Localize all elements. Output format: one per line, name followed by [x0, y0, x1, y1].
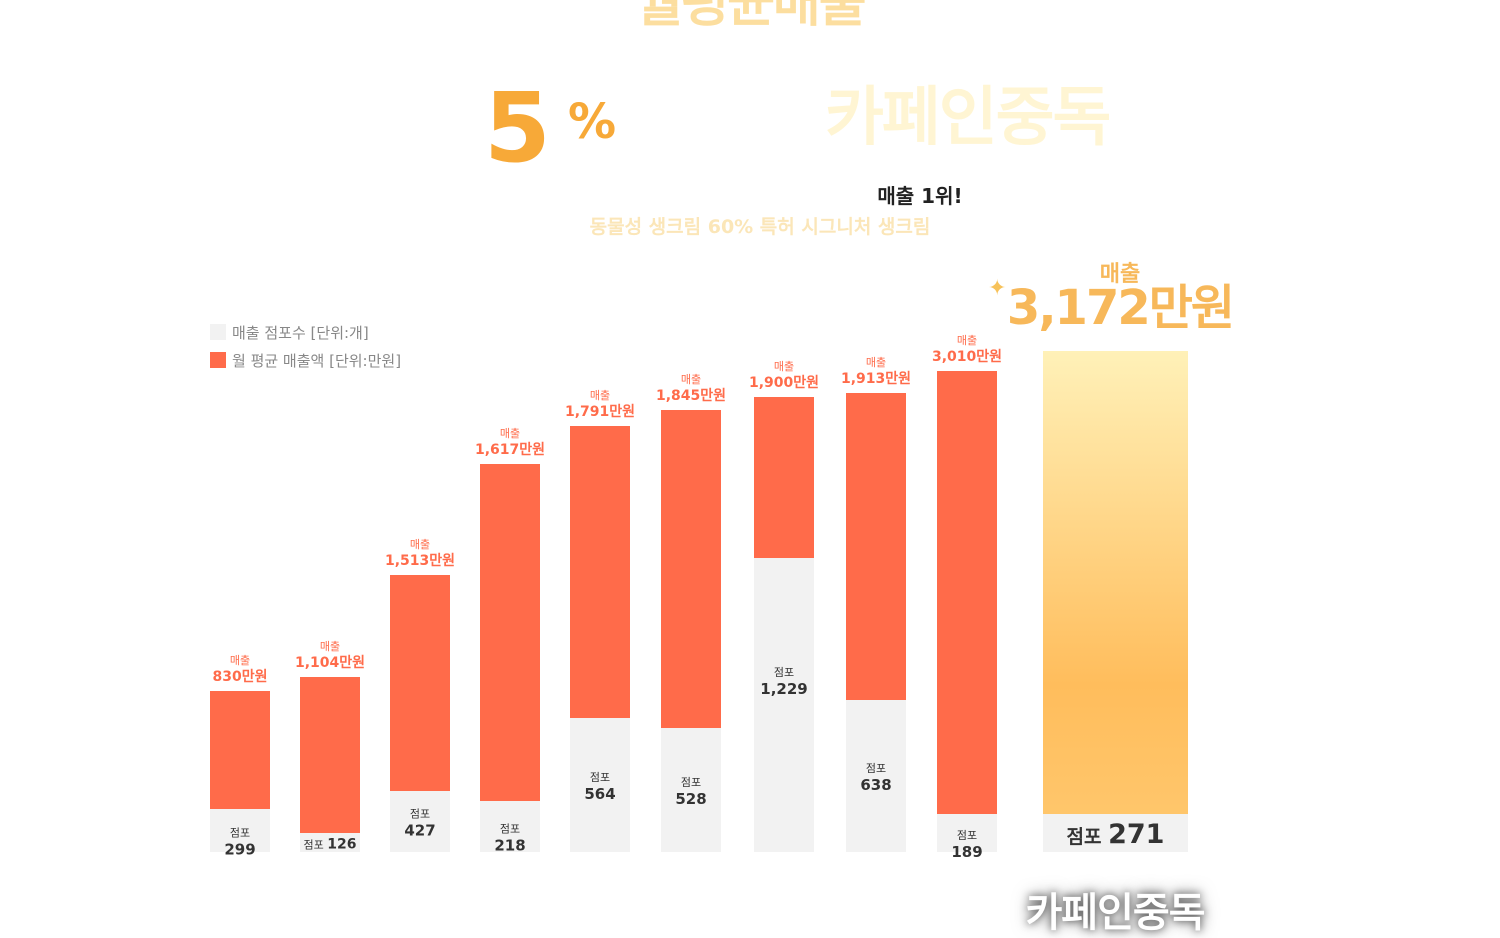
legend-label-sales: 월 평균 매출액 [단위:만원] [232, 351, 402, 370]
store-label-2: 점포 126 [304, 837, 357, 853]
legend-item-stores: 매출 점포수 [단위:개] [210, 318, 401, 346]
sales-value-label-2: 1,104만원 [295, 655, 365, 671]
store-bar-10 [1043, 814, 1188, 852]
legend-swatch-stores [210, 324, 226, 340]
sparkle-icon: ✦ [988, 276, 1007, 301]
legend-swatch-sales [210, 352, 226, 368]
store-value-label-3: 427 [404, 822, 435, 840]
legend-item-sales: 월 평균 매출액 [단위:만원] [210, 346, 401, 374]
sales-prefix-label-4: 매출 [500, 427, 520, 440]
store-prefix-label-3: 점포 [410, 808, 430, 821]
store-bar-1 [210, 809, 270, 852]
sales-prefix-label-3: 매출 [410, 538, 430, 551]
highlight-sales-value: 3,172만원 [1006, 280, 1235, 336]
sales-bar-6 [661, 410, 721, 728]
sales-value-label-9: 3,010만원 [932, 349, 1002, 365]
chart-legend: 매출 점포수 [단위:개] 월 평균 매출액 [단위:만원] [210, 318, 401, 374]
sales-value-label-3: 1,513만원 [385, 553, 455, 569]
store-value-label-6: 528 [675, 790, 706, 808]
store-value-label-8: 638 [860, 776, 891, 794]
sales-bar-4 [480, 464, 540, 801]
sales-bar-5 [570, 426, 630, 718]
sales-value-label-7: 1,900만원 [749, 375, 819, 391]
sales-prefix-label-9: 매출 [957, 334, 977, 347]
store-prefix-label-8: 점포 [866, 762, 886, 775]
store-prefix-label-9: 점포 [957, 829, 977, 842]
store-value-label-9: 189 [951, 843, 982, 861]
sales-value-label-1: 830만원 [213, 669, 268, 685]
sales-prefix-label-8: 매출 [866, 356, 886, 369]
store-value-label-1: 299 [224, 841, 255, 859]
sales-value-label-8: 1,913만원 [841, 371, 911, 387]
sales-prefix-label-5: 매출 [590, 389, 610, 402]
sales-value-label-5: 1,791만원 [565, 404, 635, 420]
brand-name-bottom: 카페인중독 [1025, 890, 1206, 936]
sales-prefix-label-7: 매출 [774, 360, 794, 373]
sales-prefix-label-6: 매출 [681, 373, 701, 386]
store-prefix-label-1: 점포 [230, 827, 250, 840]
store-bar-8 [846, 700, 906, 852]
store-bar-2 [300, 833, 360, 852]
store-prefix-label-4: 점포 [500, 823, 520, 836]
sales-value-label-4: 1,617만원 [475, 442, 545, 458]
store-prefix-label-6: 점포 [681, 776, 701, 789]
headline-monthly-sales: 월평균매출 [635, 0, 866, 34]
store-bar-5 [570, 718, 630, 852]
store-bar-3 [390, 791, 450, 852]
sales-bar-7 [754, 397, 814, 558]
sales-bar-9 [937, 371, 997, 814]
store-bar-4 [480, 801, 540, 852]
percent-sign: % [568, 94, 617, 150]
store-bar-9 [937, 814, 997, 852]
store-value-label-7: 1,229 [760, 680, 807, 698]
store-bar-7 [754, 558, 814, 852]
store-value-label-5: 564 [584, 785, 615, 803]
sales-bar-10 [1043, 351, 1188, 814]
sales-bar-2 [300, 677, 360, 833]
sales-prefix-label-2: 매출 [320, 640, 340, 653]
sales-bar-3 [390, 575, 450, 791]
sales-prefix-label-1: 매출 [230, 654, 250, 667]
store-prefix-label-5: 점포 [590, 771, 610, 784]
sales-bar-8 [846, 393, 906, 700]
brand-name-faded: 카페인중독 [825, 81, 1111, 155]
percent-number: 5 [484, 72, 551, 184]
store-prefix-label-7: 점포 [774, 666, 794, 679]
store-bar-6 [661, 728, 721, 852]
rank-text: 매출 1위! [877, 184, 963, 208]
highlight-sales-prefix: 매출 [1099, 262, 1141, 287]
legend-label-stores: 매출 점포수 [단위:개] [232, 323, 369, 342]
store-label-10: 점포 271 [1067, 819, 1165, 850]
sales-value-label-6: 1,845만원 [656, 388, 726, 404]
store-value-label-4: 218 [494, 837, 525, 855]
subtitle-faded: 동물성 생크림 60% 특허 시그니처 생크림 [589, 216, 931, 238]
sales-bar-1 [210, 691, 270, 809]
